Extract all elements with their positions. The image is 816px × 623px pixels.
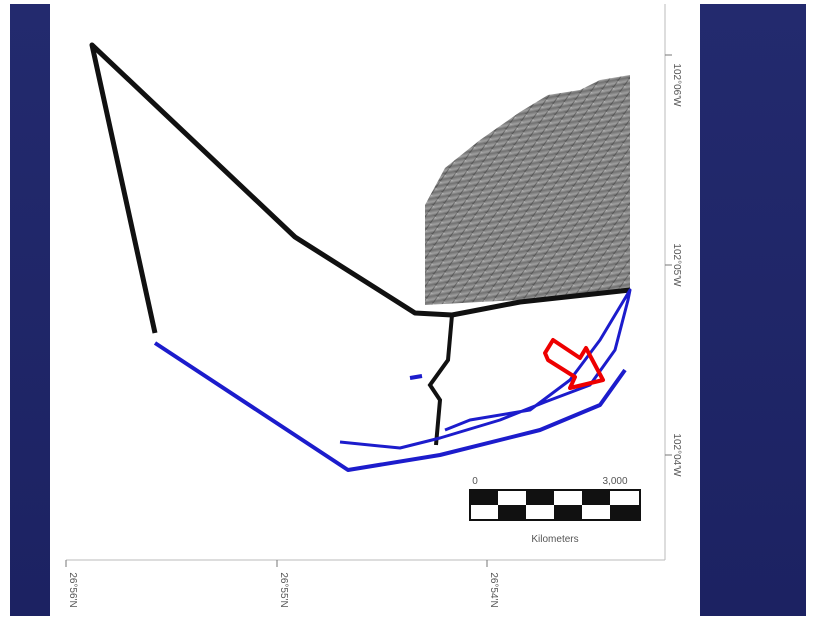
longitude-label: 102°04'W [671, 433, 682, 477]
scale-block [582, 490, 610, 505]
latitude-label: 26°54'N [488, 572, 499, 607]
longitude-label: 102°05'W [671, 243, 682, 287]
map-figure: 0 3,000 Kilometers 102°06'W 102°05'W 102… [0, 0, 816, 618]
scale-block [526, 490, 554, 505]
scale-block [554, 505, 582, 520]
blue-track-fragment [410, 376, 422, 378]
scale-end: 3,000 [602, 476, 627, 487]
scale-block [498, 505, 526, 520]
latitude-label: 26°56'N [67, 572, 78, 607]
left-band [10, 4, 50, 616]
scale-start: 0 [472, 476, 478, 487]
scale-block [610, 505, 640, 520]
longitude-label: 102°06'W [671, 63, 682, 107]
right-band [700, 4, 806, 616]
latitude-label: 26°55'N [278, 572, 289, 607]
scale-unit: Kilometers [531, 534, 578, 545]
page: 0 3,000 Kilometers 102°06'W 102°05'W 102… [0, 0, 816, 618]
scale-block [470, 490, 498, 505]
